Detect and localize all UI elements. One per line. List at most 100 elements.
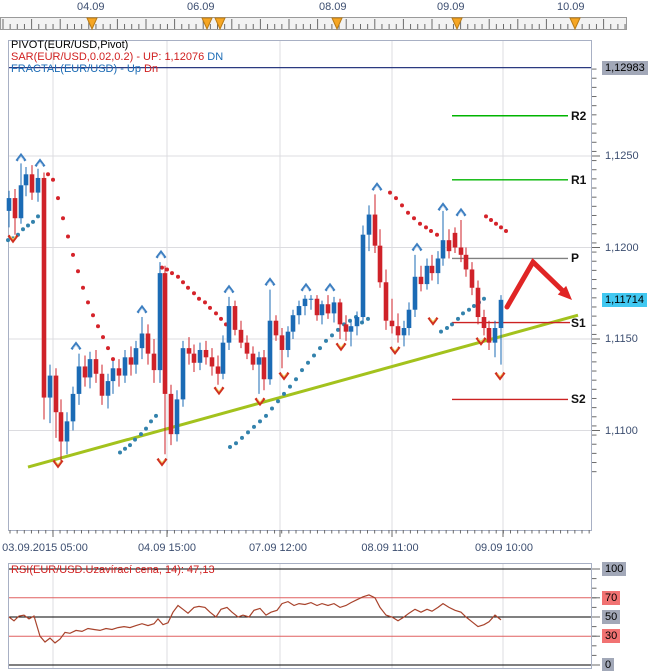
- fractal-up-icon-inner: [73, 344, 79, 349]
- sar-up-dot: [482, 296, 486, 301]
- candle-bear: [383, 282, 389, 321]
- fractal-up-icon: [437, 202, 449, 211]
- bottom-axis-label: 03.09.2015 05:00: [2, 542, 88, 554]
- candle-bull: [331, 302, 337, 314]
- sar-up-dot: [154, 413, 158, 418]
- candle-bear: [215, 366, 221, 374]
- fractal-down-icon-inner: [478, 338, 484, 343]
- candle-bull: [139, 333, 145, 349]
- candle-bear: [337, 302, 343, 325]
- rsi-axis-label: 70: [602, 590, 621, 605]
- sar-down-dot: [106, 346, 110, 351]
- sar-down-dot: [165, 267, 169, 272]
- candle-bull: [18, 185, 24, 219]
- rsi-axis-label: 0: [602, 658, 615, 671]
- fractal-down-icon: [389, 346, 401, 355]
- fractal-down-icon: [335, 342, 347, 352]
- candle-bull: [319, 304, 325, 316]
- candle-bear: [261, 357, 267, 380]
- candle-bear: [58, 412, 64, 442]
- annotation-arrowhead: [557, 285, 572, 300]
- main-chart-frame: [8, 40, 592, 531]
- candle-bear: [244, 342, 250, 354]
- sar-down-dot: [435, 232, 439, 237]
- candle-bull: [285, 331, 291, 350]
- sar-down-dot: [219, 316, 223, 321]
- sar-down-dot: [394, 196, 398, 201]
- sar-down-dot: [51, 177, 55, 182]
- sar-up-dot: [36, 214, 40, 219]
- sar-up-dot: [6, 238, 10, 243]
- candle-bear: [128, 357, 134, 365]
- sar-up-dot: [324, 338, 328, 343]
- date-marker-icon[interactable]: [201, 17, 213, 31]
- sar-up-dot: [128, 443, 132, 448]
- sar-up-dot: [246, 430, 250, 435]
- sar-up-dot: [312, 353, 316, 358]
- price-label: 1,1200: [605, 241, 639, 254]
- sar-up-dot: [306, 360, 310, 365]
- sar-up-dot: [21, 227, 25, 232]
- sar-up-dot: [336, 327, 340, 332]
- candle-bull: [6, 198, 12, 211]
- date-marker-icon[interactable]: [451, 17, 463, 31]
- fractal-up-icon: [155, 249, 167, 259]
- candle-bull: [47, 375, 53, 398]
- rsi-axis-label: 100: [602, 562, 627, 576]
- candle-bull: [70, 393, 76, 422]
- candle-bull: [308, 298, 314, 300]
- sar-down-dot: [489, 218, 493, 223]
- candle-bull: [267, 320, 273, 380]
- top-axis-date: 09.09: [437, 1, 465, 13]
- date-marker-icon[interactable]: [214, 17, 226, 31]
- date-marker-icon[interactable]: [569, 17, 581, 31]
- candle-bear: [191, 353, 197, 363]
- candle-bull: [498, 299, 504, 329]
- candle-bull: [366, 214, 372, 235]
- candle-bull: [360, 234, 366, 318]
- candle-bear: [486, 328, 492, 343]
- candle-bull: [302, 298, 308, 307]
- sar-up-dot: [366, 316, 370, 321]
- sar-up-dot: [330, 333, 334, 338]
- fractal-down-icon: [427, 316, 439, 326]
- fractal-down-icon-inner: [430, 318, 436, 323]
- sar-up-dot: [264, 413, 268, 418]
- pivot-label-s1: S1: [571, 315, 586, 330]
- sar-down-dot: [101, 335, 105, 340]
- candle-bull: [122, 357, 128, 376]
- candle-bear: [475, 287, 481, 318]
- fractal-up-icon-inner: [414, 245, 420, 250]
- candle-bull: [133, 348, 139, 365]
- sar-down-dot: [66, 234, 70, 239]
- fractal-up-icon-inner: [18, 156, 24, 161]
- sar-up-dot: [461, 311, 465, 316]
- candle-bear: [209, 357, 215, 367]
- fractal-up-icon: [455, 207, 467, 217]
- candle-bear: [279, 335, 285, 350]
- sar-up-dot: [123, 446, 127, 451]
- candle-bear: [389, 320, 395, 327]
- rsi-panel-frame: [8, 563, 592, 669]
- candle-bull: [296, 306, 302, 316]
- date-marker-icon[interactable]: [86, 17, 98, 31]
- sar-down-dot: [484, 214, 488, 219]
- fractal-up-icon-inner: [158, 253, 164, 258]
- legend-sar: SAR(EUR/USD,0.02,0.2) - UP: 1,12076 DN: [11, 51, 223, 63]
- fractal-down-icon-inner: [281, 373, 287, 378]
- timeline-ruler: [0, 17, 627, 30]
- fractal-up-icon: [223, 284, 235, 294]
- fractal-down-icon-inner: [497, 373, 503, 378]
- pivot-label-p: P: [571, 251, 580, 266]
- fractal-up-icon-inner: [374, 185, 380, 190]
- fractal-up-icon: [136, 304, 148, 314]
- date-marker-icon[interactable]: [331, 17, 343, 31]
- candle-bull: [440, 240, 446, 259]
- fractal-up-icon-inner: [226, 287, 232, 292]
- candle-bull: [220, 342, 226, 374]
- sar-down-dot: [186, 285, 190, 290]
- legend-sar-dn: DN: [207, 51, 224, 63]
- sar-down-dot: [197, 296, 201, 301]
- price-label: 1,12983: [602, 60, 648, 75]
